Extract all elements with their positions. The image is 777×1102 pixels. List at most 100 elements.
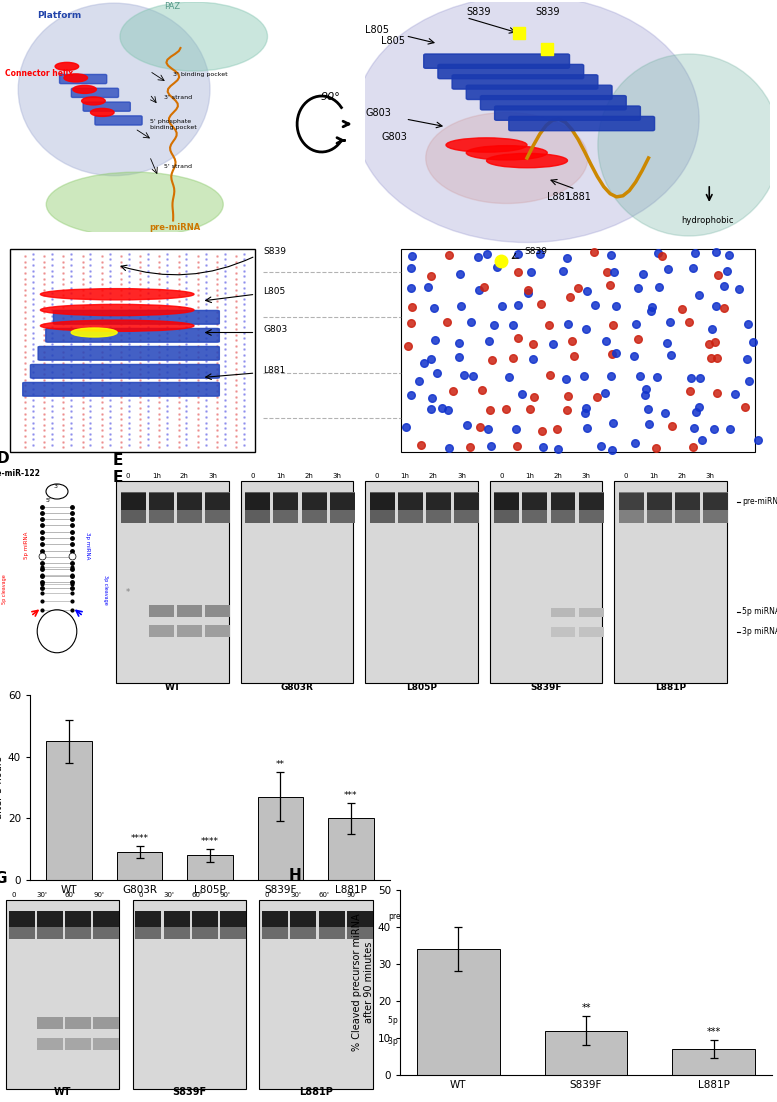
Ellipse shape: [598, 54, 777, 236]
Text: L805: L805: [263, 288, 285, 296]
Text: L881P: L881P: [655, 683, 686, 692]
FancyBboxPatch shape: [490, 480, 602, 683]
FancyBboxPatch shape: [494, 493, 519, 509]
FancyBboxPatch shape: [149, 491, 174, 522]
FancyBboxPatch shape: [365, 480, 478, 683]
FancyBboxPatch shape: [121, 493, 146, 509]
FancyBboxPatch shape: [95, 116, 142, 125]
Text: 30': 30': [163, 893, 174, 898]
Text: G803: G803: [365, 108, 391, 118]
Text: 5' strand: 5' strand: [164, 163, 192, 169]
Ellipse shape: [355, 0, 699, 242]
Y-axis label: % Cleaved precursor miRNA
after 90 minutes: % Cleaved precursor miRNA after 90 minut…: [352, 914, 374, 1051]
FancyBboxPatch shape: [177, 625, 202, 637]
Text: 3h: 3h: [706, 473, 715, 478]
Text: 90': 90': [220, 893, 231, 898]
FancyBboxPatch shape: [65, 910, 91, 939]
FancyBboxPatch shape: [37, 1038, 63, 1050]
FancyBboxPatch shape: [291, 910, 316, 927]
FancyBboxPatch shape: [703, 493, 728, 509]
FancyBboxPatch shape: [38, 346, 219, 360]
FancyBboxPatch shape: [618, 491, 643, 522]
FancyBboxPatch shape: [319, 910, 345, 939]
Text: 60': 60': [64, 893, 75, 898]
FancyBboxPatch shape: [149, 625, 174, 637]
FancyBboxPatch shape: [177, 605, 202, 617]
FancyBboxPatch shape: [65, 1038, 91, 1050]
Text: Platform: Platform: [37, 11, 82, 20]
FancyBboxPatch shape: [93, 1038, 120, 1050]
Ellipse shape: [47, 172, 223, 237]
FancyBboxPatch shape: [65, 910, 91, 927]
FancyBboxPatch shape: [522, 493, 547, 509]
Text: 90°: 90°: [320, 91, 340, 102]
Text: pre-miR-122: pre-miR-122: [0, 469, 40, 478]
FancyBboxPatch shape: [220, 910, 246, 939]
FancyBboxPatch shape: [177, 491, 202, 522]
Text: **: **: [581, 1003, 591, 1013]
FancyBboxPatch shape: [579, 493, 604, 509]
Text: 0: 0: [126, 473, 131, 478]
FancyBboxPatch shape: [260, 900, 372, 1089]
FancyBboxPatch shape: [246, 491, 270, 522]
Text: ****: ****: [131, 834, 148, 843]
FancyBboxPatch shape: [329, 491, 354, 522]
FancyBboxPatch shape: [398, 493, 423, 509]
FancyBboxPatch shape: [93, 1017, 120, 1029]
Text: S839: S839: [524, 247, 547, 256]
Text: 30': 30': [37, 893, 47, 898]
FancyBboxPatch shape: [466, 85, 612, 99]
FancyBboxPatch shape: [347, 910, 373, 939]
FancyBboxPatch shape: [274, 491, 298, 522]
FancyBboxPatch shape: [54, 311, 219, 324]
Ellipse shape: [40, 289, 194, 300]
Text: 60': 60': [319, 893, 329, 898]
Text: L881: L881: [567, 192, 591, 202]
FancyBboxPatch shape: [60, 75, 106, 84]
Text: PAZ: PAZ: [164, 2, 180, 11]
Text: 0: 0: [12, 893, 16, 898]
Bar: [187, 855, 233, 880]
FancyBboxPatch shape: [370, 493, 395, 509]
FancyBboxPatch shape: [246, 493, 270, 509]
Text: 3' binding pocket: 3' binding pocket: [173, 72, 228, 77]
FancyBboxPatch shape: [65, 1017, 91, 1029]
Text: D: D: [0, 451, 9, 466]
Text: S839F: S839F: [530, 683, 562, 692]
FancyBboxPatch shape: [192, 910, 218, 927]
Text: *: *: [126, 588, 131, 597]
Text: ***: ***: [706, 1027, 721, 1037]
Text: L805P: L805P: [406, 683, 437, 692]
Text: 5p miRNA: 5p miRNA: [742, 607, 777, 616]
FancyBboxPatch shape: [455, 493, 479, 509]
Text: 2h: 2h: [553, 473, 563, 478]
FancyBboxPatch shape: [9, 249, 256, 452]
Text: pre-miRNA: pre-miRNA: [388, 911, 430, 920]
FancyBboxPatch shape: [121, 491, 146, 522]
FancyBboxPatch shape: [291, 910, 316, 939]
Text: 1h: 1h: [525, 473, 534, 478]
FancyBboxPatch shape: [192, 910, 218, 939]
Ellipse shape: [82, 97, 105, 105]
Text: 3': 3': [54, 484, 60, 489]
FancyBboxPatch shape: [9, 910, 34, 939]
FancyBboxPatch shape: [329, 493, 354, 509]
Text: S839F: S839F: [172, 1087, 206, 1096]
FancyBboxPatch shape: [551, 627, 576, 637]
Bar: [47, 742, 92, 880]
FancyBboxPatch shape: [614, 480, 726, 683]
Text: 0: 0: [265, 893, 270, 898]
Bar: [117, 852, 162, 880]
Ellipse shape: [446, 138, 527, 152]
FancyBboxPatch shape: [37, 1017, 63, 1029]
Ellipse shape: [40, 304, 194, 315]
FancyBboxPatch shape: [46, 328, 219, 343]
Text: 90': 90': [347, 893, 357, 898]
Y-axis label: % Cleaved precursor miRNA
after 3 hours: % Cleaved precursor miRNA after 3 hours: [0, 719, 4, 856]
FancyBboxPatch shape: [205, 605, 230, 617]
FancyBboxPatch shape: [618, 493, 643, 509]
FancyBboxPatch shape: [83, 102, 131, 111]
Text: 5p cleavage: 5p cleavage: [2, 574, 7, 604]
Text: 0: 0: [250, 473, 255, 478]
Text: 5p miRNA: 5p miRNA: [388, 1016, 427, 1025]
